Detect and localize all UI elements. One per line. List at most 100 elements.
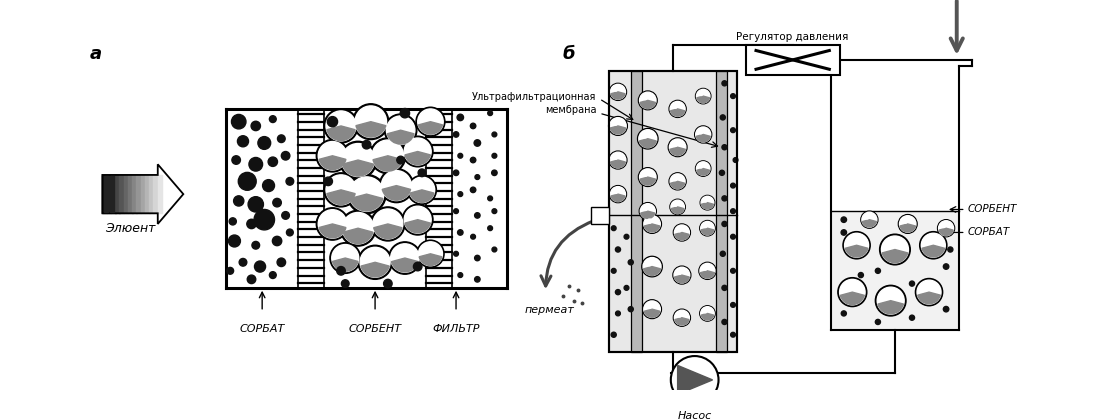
- Wedge shape: [845, 245, 868, 257]
- Circle shape: [670, 101, 685, 116]
- Wedge shape: [327, 126, 355, 141]
- Wedge shape: [644, 267, 661, 276]
- Bar: [609, 71, 737, 352]
- Bar: [128, 175, 133, 213]
- Circle shape: [323, 109, 358, 143]
- Circle shape: [703, 266, 707, 270]
- Circle shape: [232, 156, 241, 164]
- Wedge shape: [356, 122, 386, 137]
- Circle shape: [339, 141, 377, 179]
- Circle shape: [698, 262, 716, 279]
- Circle shape: [642, 134, 647, 138]
- Circle shape: [695, 126, 712, 143]
- Wedge shape: [840, 292, 865, 304]
- Circle shape: [730, 268, 736, 273]
- Circle shape: [492, 247, 497, 252]
- Circle shape: [700, 306, 715, 321]
- Bar: [107, 175, 111, 213]
- Circle shape: [338, 250, 344, 257]
- Circle shape: [410, 212, 417, 218]
- Wedge shape: [645, 309, 660, 317]
- Circle shape: [277, 135, 285, 142]
- Bar: [609, 71, 737, 352]
- Wedge shape: [922, 245, 945, 257]
- Circle shape: [318, 142, 346, 170]
- Circle shape: [701, 307, 714, 320]
- Bar: [132, 175, 136, 213]
- Wedge shape: [610, 126, 626, 134]
- Circle shape: [838, 278, 867, 307]
- Circle shape: [865, 215, 869, 219]
- Wedge shape: [878, 301, 903, 314]
- Bar: [323, 109, 426, 288]
- Circle shape: [704, 310, 707, 313]
- Circle shape: [371, 207, 405, 241]
- Circle shape: [424, 114, 430, 121]
- Circle shape: [410, 144, 417, 150]
- Wedge shape: [696, 134, 711, 142]
- Circle shape: [880, 234, 911, 265]
- Circle shape: [286, 229, 294, 236]
- Circle shape: [273, 198, 282, 207]
- Circle shape: [487, 111, 493, 116]
- Bar: [150, 175, 154, 213]
- Circle shape: [922, 285, 928, 291]
- Circle shape: [326, 175, 356, 205]
- Text: СОРБЕНТ: СОРБЕНТ: [967, 205, 1016, 215]
- Circle shape: [355, 106, 386, 137]
- Text: Элюент: Элюент: [104, 222, 155, 235]
- Circle shape: [614, 121, 617, 125]
- Circle shape: [349, 219, 358, 227]
- Circle shape: [612, 226, 616, 231]
- Circle shape: [722, 221, 727, 226]
- Text: а: а: [89, 45, 101, 63]
- Circle shape: [277, 258, 286, 267]
- Circle shape: [674, 267, 690, 283]
- Circle shape: [471, 158, 476, 163]
- Circle shape: [390, 244, 419, 272]
- Circle shape: [386, 116, 415, 144]
- Circle shape: [842, 311, 846, 316]
- Circle shape: [370, 138, 406, 173]
- Circle shape: [458, 192, 463, 197]
- Circle shape: [246, 219, 256, 228]
- Circle shape: [670, 139, 686, 155]
- Circle shape: [403, 205, 433, 235]
- Circle shape: [876, 268, 880, 273]
- Wedge shape: [696, 96, 710, 103]
- Circle shape: [926, 238, 933, 244]
- Circle shape: [286, 178, 294, 185]
- Circle shape: [674, 310, 690, 325]
- Wedge shape: [701, 271, 715, 278]
- Circle shape: [323, 177, 332, 186]
- Wedge shape: [392, 258, 418, 272]
- Circle shape: [471, 187, 476, 193]
- Circle shape: [609, 83, 627, 100]
- Circle shape: [639, 169, 656, 185]
- Circle shape: [341, 144, 374, 176]
- Circle shape: [696, 162, 710, 175]
- Circle shape: [938, 220, 954, 236]
- Circle shape: [458, 114, 463, 121]
- Circle shape: [730, 234, 736, 239]
- Bar: [154, 175, 158, 213]
- Wedge shape: [610, 194, 625, 202]
- Wedge shape: [674, 275, 690, 283]
- Wedge shape: [671, 109, 684, 116]
- Circle shape: [842, 217, 847, 223]
- Circle shape: [252, 241, 260, 249]
- Circle shape: [845, 285, 851, 291]
- Wedge shape: [319, 156, 345, 170]
- Circle shape: [696, 89, 710, 103]
- Bar: [116, 175, 120, 213]
- Circle shape: [330, 243, 361, 273]
- Circle shape: [673, 224, 691, 241]
- Bar: [830, 211, 959, 331]
- Circle shape: [668, 138, 688, 157]
- Circle shape: [638, 91, 657, 110]
- Circle shape: [349, 150, 356, 158]
- Circle shape: [850, 238, 856, 244]
- Wedge shape: [674, 232, 689, 240]
- Circle shape: [416, 107, 446, 136]
- Circle shape: [282, 212, 289, 219]
